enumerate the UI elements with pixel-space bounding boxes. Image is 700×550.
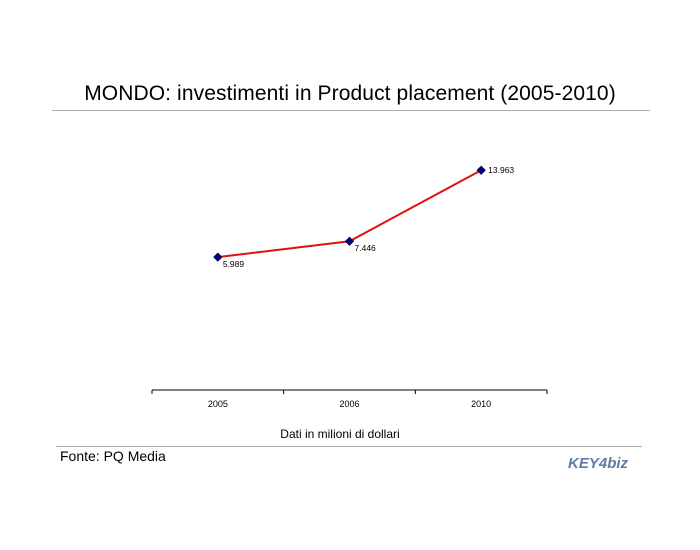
data-points: 5.989 7.446 13.963 [213, 165, 514, 269]
data-label: 7.446 [355, 243, 377, 253]
key4biz-logo: KEY4biz [568, 455, 629, 472]
chart-title: MONDO: investimenti in Product placement… [84, 82, 616, 105]
title-divider [52, 110, 650, 111]
x-tick-label: 2005 [208, 399, 228, 409]
svg-text:KEY4biz: KEY4biz [568, 455, 629, 472]
data-label: 13.963 [488, 165, 514, 175]
x-tick-label: 2006 [339, 399, 359, 409]
footer-divider [56, 446, 642, 447]
data-point [344, 236, 355, 246]
source-text: Fonte: PQ Media [60, 448, 166, 464]
data-point [476, 165, 486, 175]
units-note: Dati in milioni di dollari [280, 427, 400, 441]
data-point [213, 252, 223, 262]
x-tick-label: 2010 [471, 399, 491, 409]
x-axis: 2005 2006 2010 [151, 389, 548, 409]
data-label: 5.989 [223, 259, 245, 269]
